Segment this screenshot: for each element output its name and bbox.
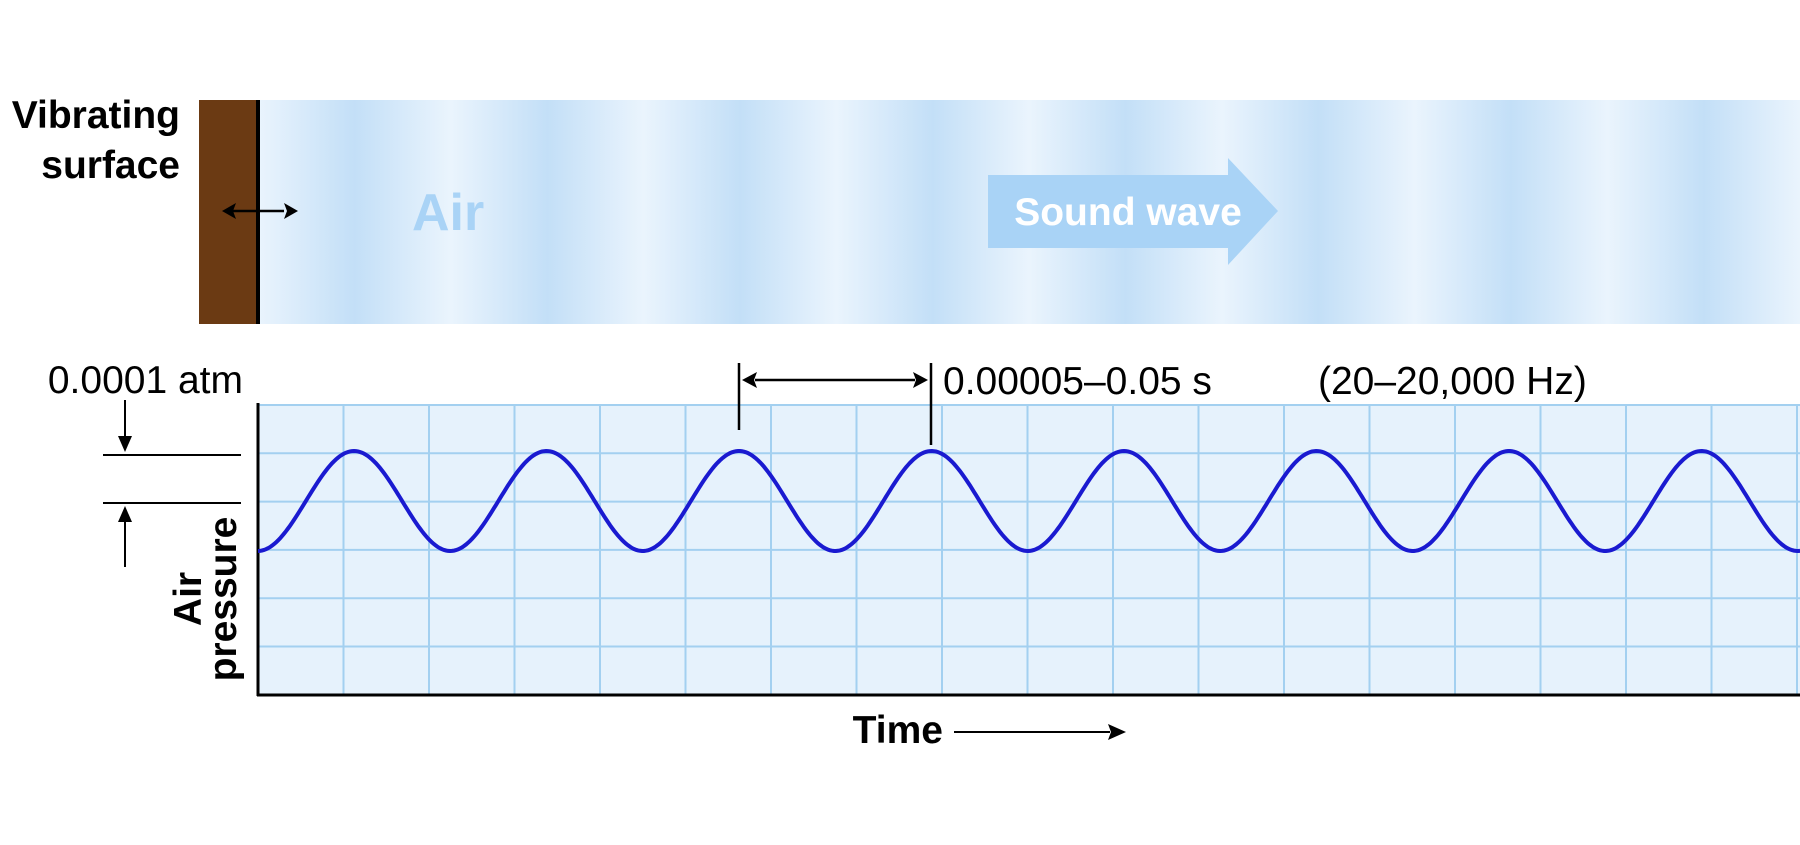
time-direction-arrow	[954, 724, 1126, 740]
amplitude-label: 0.0001 atm	[48, 359, 243, 402]
frequency-label: (20–20,000 Hz)	[1318, 360, 1587, 403]
x-axis-label: Time	[853, 709, 943, 752]
y-axis-label-line2: pressure	[202, 517, 245, 682]
pressure-wave	[258, 448, 1800, 554]
air-label: Air	[412, 184, 484, 242]
sound-wave-arrow	[988, 158, 1278, 265]
amplitude-marker	[103, 400, 241, 567]
period-marker	[737, 363, 933, 445]
vibrating-surface-label-line1: Vibrating	[12, 94, 180, 137]
vibrating-surface-label-line2: surface	[41, 144, 180, 187]
sound-wave-label: Sound wave	[1014, 191, 1242, 234]
surface-oscillation-arrow	[222, 203, 298, 219]
y-axis-label-line1: Air	[167, 572, 210, 626]
period-label: 0.00005–0.05 s	[943, 360, 1212, 403]
